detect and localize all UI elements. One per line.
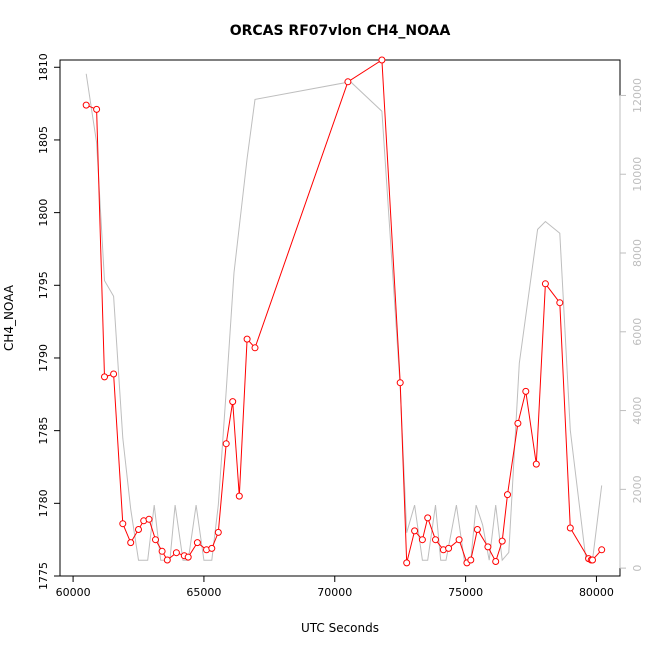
data-point <box>235 492 243 500</box>
data-point <box>152 536 159 544</box>
data-point <box>163 556 171 564</box>
x-tick-label: 60000 <box>56 586 91 599</box>
y-axis-label: CH4_NOAA <box>2 284 16 351</box>
data-point <box>110 370 118 378</box>
y2-tick-label: 6000 <box>631 318 644 346</box>
chart-title: ORCAS RF07vlon CH4_NOAA <box>230 23 451 39</box>
data-point <box>222 440 230 448</box>
data-point <box>344 78 352 86</box>
data-point <box>556 299 564 307</box>
data-point <box>208 544 216 552</box>
left-axis-series <box>82 56 606 567</box>
data-point <box>598 546 606 554</box>
series-line-right <box>85 73 603 562</box>
data-point <box>243 335 251 343</box>
data-point <box>119 520 127 528</box>
y-tick-label: 1795 <box>37 271 50 299</box>
y2-tick-label: 2000 <box>631 475 644 503</box>
data-point <box>251 344 259 352</box>
data-point <box>396 379 404 387</box>
data-point <box>532 460 540 468</box>
y-axis-left: 1775 1780 1785 1790 1795 1800 1805 1810 <box>37 53 61 590</box>
data-point <box>514 419 522 427</box>
data-point <box>172 549 180 557</box>
y2-tick-label: 12000 <box>631 78 644 113</box>
data-point <box>127 539 135 547</box>
data-point <box>418 536 426 544</box>
data-point <box>403 559 411 567</box>
data-point <box>158 547 166 555</box>
data-point <box>484 543 492 551</box>
data-point <box>214 528 222 536</box>
series-line-left <box>86 59 603 564</box>
x-tick-label: 70000 <box>317 586 352 599</box>
data-point <box>522 387 530 395</box>
y2-tick-label: 4000 <box>631 397 644 425</box>
data-point <box>424 514 432 522</box>
data-point <box>473 526 481 533</box>
data-point <box>566 524 574 532</box>
x-axis: 60000 65000 70000 75000 80000 <box>56 575 614 599</box>
data-point <box>193 539 201 547</box>
data-point <box>93 105 101 113</box>
data-point <box>492 558 500 565</box>
data-point <box>378 56 386 64</box>
data-point <box>82 101 90 109</box>
data-point <box>184 553 192 561</box>
data-point <box>445 544 453 552</box>
y2-tick-label: 0 <box>631 565 644 572</box>
y-tick-label: 1805 <box>37 126 50 154</box>
plot-frame <box>59 59 621 577</box>
y-tick-label: 1800 <box>37 199 50 227</box>
data-point <box>504 491 511 499</box>
data-point <box>101 373 108 381</box>
x-tick-label: 75000 <box>448 586 483 599</box>
y-tick-label: 1785 <box>37 417 50 445</box>
x-axis-label: UTC Seconds <box>301 621 379 635</box>
data-point <box>589 556 596 564</box>
data-point <box>498 537 506 545</box>
x-tick-label: 65000 <box>186 586 221 599</box>
data-point <box>432 536 439 544</box>
right-axis-series <box>85 73 603 562</box>
data-point <box>455 536 463 544</box>
data-point <box>541 280 549 288</box>
y-tick-label: 1780 <box>37 489 50 517</box>
data-point <box>467 556 475 564</box>
y-tick-label: 1790 <box>37 344 50 372</box>
y2-tick-label: 10000 <box>631 157 644 192</box>
data-point <box>145 515 153 523</box>
y2-tick-label: 8000 <box>631 239 644 267</box>
data-point <box>135 526 142 533</box>
x-tick-label: 80000 <box>579 586 614 599</box>
data-point <box>229 398 237 406</box>
y-tick-label: 1810 <box>37 53 50 81</box>
y-tick-label: 1775 <box>37 562 50 590</box>
data-point <box>411 527 419 535</box>
y-axis-right: 0 2000 4000 6000 8000 10000 12000 <box>619 78 644 572</box>
